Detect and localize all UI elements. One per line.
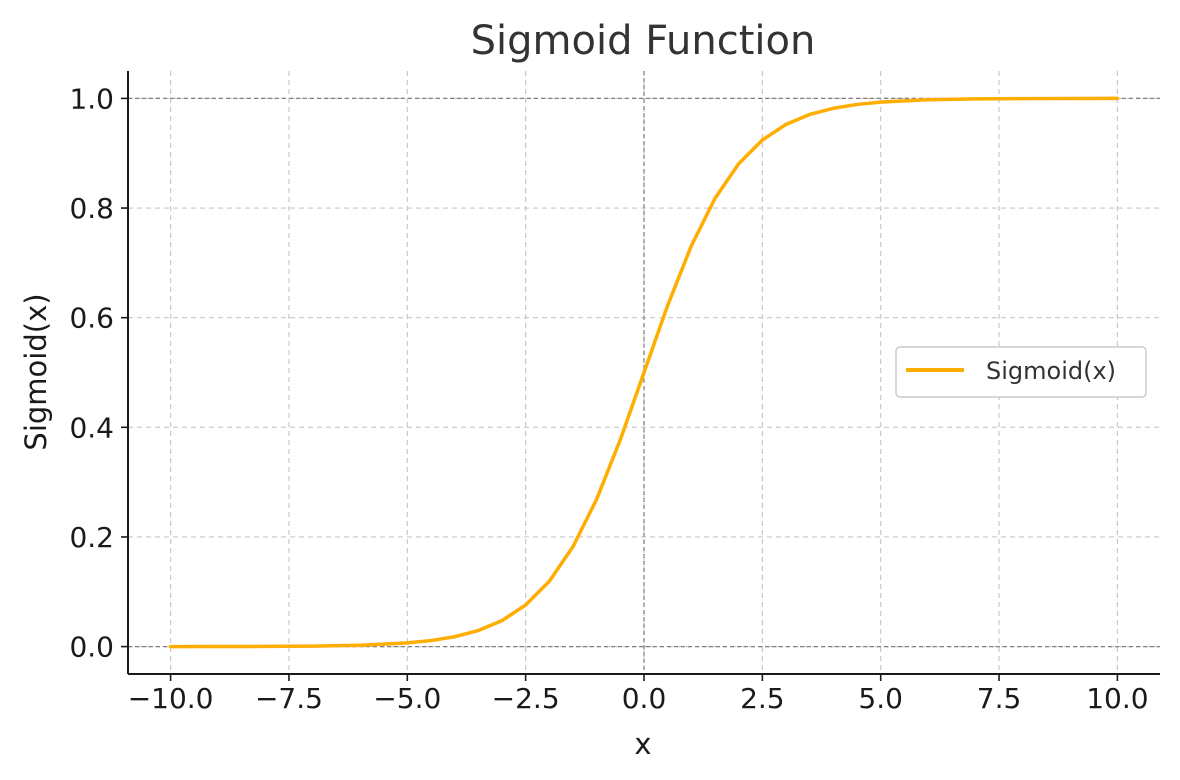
chart-title: Sigmoid Function: [471, 18, 816, 64]
y-axis-label: Sigmoid(x): [19, 293, 53, 450]
legend-label: Sigmoid(x): [986, 357, 1116, 385]
x-tick-label: 0.0: [622, 682, 667, 715]
y-tick-label: 0.4: [69, 411, 114, 444]
series-line: [168, 96, 1120, 649]
x-axis-label: x: [634, 727, 651, 761]
tick-labels: −10.0 −7.5 −5.0 −2.5 0.0 2.5 5.0 7.5 10.0 0.0 0.2 0…: [69, 82, 1148, 715]
x-tick-label: −10.0: [128, 682, 214, 715]
y-tick-label: 0.6: [69, 302, 114, 335]
legend-box: [895, 346, 1147, 398]
x-tick-label: −7.5: [255, 682, 323, 715]
x-tick-label: 2.5: [740, 682, 785, 715]
y-tick-label: 1.0: [69, 82, 114, 115]
series-layer: [168, 96, 1120, 649]
x-tick-label: −2.5: [492, 682, 560, 715]
y-tick-label: 0.0: [69, 631, 114, 664]
axes: [121, 71, 1160, 681]
x-tick-label: 10.0: [1086, 682, 1148, 715]
x-tick-label: 5.0: [858, 682, 903, 715]
legend: Sigmoid(x): [895, 346, 1147, 398]
y-tick-label: 0.2: [69, 521, 114, 554]
x-tick-label: 7.5: [977, 682, 1022, 715]
y-tick-label: 0.8: [69, 192, 114, 225]
x-tick-label: −5.0: [373, 682, 441, 715]
